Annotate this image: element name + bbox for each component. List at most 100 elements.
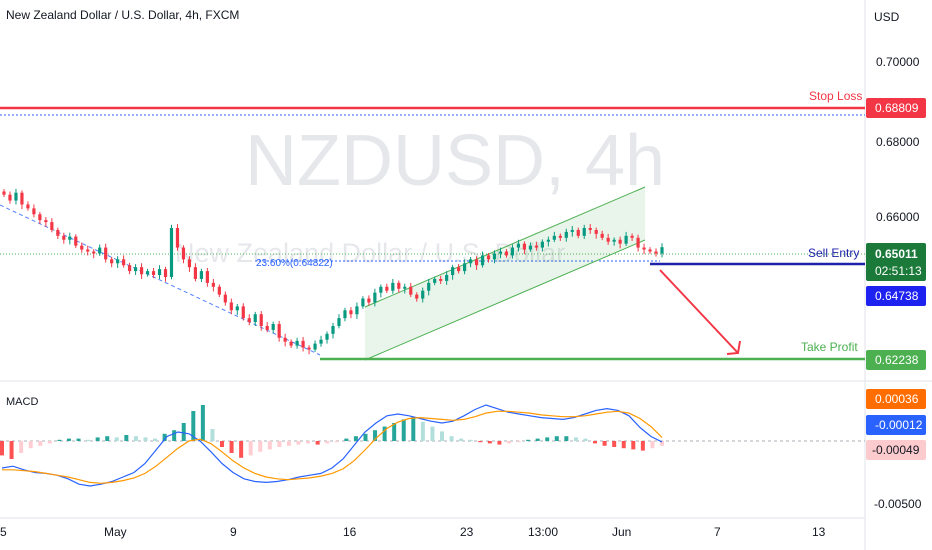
- candle-body: [355, 306, 359, 315]
- candle-body: [283, 337, 287, 342]
- candle-body: [415, 294, 419, 299]
- macd-histogram-bar: [449, 436, 454, 441]
- macd-histogram-bar: [9, 441, 14, 459]
- signal-line: [2, 410, 663, 484]
- candle-body: [2, 191, 6, 195]
- macd-histogram-bar: [172, 430, 177, 441]
- time-tick: 7: [714, 525, 721, 539]
- candle-body: [403, 286, 407, 289]
- macd-histogram-bar: [286, 441, 291, 446]
- macd-histogram-bar: [650, 441, 655, 449]
- candle-body: [235, 306, 239, 311]
- candle-body: [534, 245, 538, 248]
- macd-histogram-bar: [191, 411, 196, 441]
- macd-histogram-bar: [114, 437, 119, 441]
- candle-body: [110, 259, 114, 264]
- stop-loss-badge: 0.68809: [866, 98, 926, 118]
- candle-body: [510, 247, 515, 256]
- macd-histogram-bar: [612, 441, 617, 447]
- candle-body: [451, 267, 455, 276]
- candle-body: [463, 263, 467, 272]
- macd-histogram-bar: [535, 438, 540, 441]
- candle-body: [540, 241, 544, 248]
- macd-histogram-bar: [564, 436, 569, 441]
- macd-histogram-bar: [277, 441, 282, 447]
- currency-label: USD: [874, 10, 900, 24]
- candle-body: [8, 194, 12, 201]
- macd-histogram-bar: [468, 439, 473, 441]
- time-tick: 9: [230, 525, 237, 539]
- candle-body: [516, 243, 521, 248]
- macd-histogram-bar: [506, 441, 511, 444]
- fibonacci-label: 23.60%(0.64822): [256, 258, 333, 269]
- macd-histogram-bar: [220, 441, 224, 447]
- svg-text:0.00036: 0.00036: [875, 392, 919, 406]
- svg-text:0.68809: 0.68809: [875, 101, 919, 115]
- time-axis[interactable]: 5 May 9 16 23 13:00 Jun 7 13: [0, 525, 826, 539]
- candle-body: [56, 229, 60, 236]
- svg-text:0.62238: 0.62238: [875, 353, 919, 367]
- macd-histogram-bar: [401, 419, 406, 441]
- candle-body: [654, 251, 658, 254]
- macd-histogram-bar: [229, 441, 234, 453]
- time-tick: 23: [460, 525, 474, 539]
- candle-body: [397, 282, 401, 289]
- macd-histogram-bar: [602, 441, 607, 446]
- candle-body: [492, 253, 497, 260]
- candle-body: [139, 267, 144, 275]
- candle-body: [624, 235, 628, 244]
- candle-body: [391, 282, 395, 291]
- candle-body: [128, 265, 132, 272]
- macd-histogram-bar: [210, 429, 215, 441]
- time-tick: 13: [812, 525, 826, 539]
- candle-body: [122, 259, 126, 266]
- svg-text:0.65011: 0.65011: [875, 247, 918, 261]
- time-tick: 16: [343, 525, 357, 539]
- macd-histogram-bar: [430, 426, 435, 441]
- candle-body: [445, 275, 449, 281]
- macd-histogram-bar: [162, 433, 167, 441]
- candle-body: [253, 314, 257, 323]
- macd-histogram-bar: [57, 439, 62, 441]
- candle-body: [468, 259, 473, 264]
- macd-histogram-bar: [239, 441, 244, 458]
- macd-label: MACD: [6, 396, 38, 408]
- candle-body: [576, 229, 580, 236]
- candle-body: [68, 236, 72, 240]
- candle-body: [630, 235, 634, 238]
- candle-body: [612, 239, 616, 242]
- candle-body: [480, 255, 485, 266]
- candle-body: [14, 192, 18, 201]
- candle-body: [217, 286, 221, 295]
- macd-histogram-bar: [392, 423, 397, 441]
- candle-body: [570, 229, 574, 232]
- candle-body: [319, 339, 323, 344]
- macd-histogram-bar: [105, 436, 110, 441]
- time-tick: 13:00: [528, 525, 558, 539]
- candle-body: [498, 251, 503, 254]
- price-tick: 0.70000: [876, 55, 920, 69]
- macd-histogram-bar: [0, 441, 4, 456]
- candle-body: [259, 314, 263, 326]
- macd-histogram-bar: [200, 405, 205, 441]
- candle-body: [295, 340, 299, 346]
- macd-histogram-bar: [124, 435, 129, 441]
- channel-lower-line[interactable]: [364, 239, 646, 361]
- macd-histogram-bar: [181, 423, 186, 441]
- projection-arrow[interactable]: [659, 269, 741, 355]
- candle-body: [379, 286, 383, 293]
- macd-histogram-bar: [497, 441, 502, 445]
- macd-histogram-bar: [95, 437, 100, 441]
- macd-histogram-bar: [306, 441, 311, 444]
- candle-body: [98, 247, 102, 254]
- candle-body: [331, 325, 335, 334]
- candle-body: [636, 237, 640, 248]
- candle-body: [337, 318, 341, 326]
- time-tick: 5: [0, 525, 7, 539]
- stop-loss-label: Stop Loss: [809, 89, 862, 103]
- macd-badge-histogram: -0.00049: [866, 440, 926, 460]
- macd-line: [1, 404, 663, 487]
- macd-histogram-bar: [660, 441, 664, 446]
- price-tick: 0.68000: [876, 135, 920, 149]
